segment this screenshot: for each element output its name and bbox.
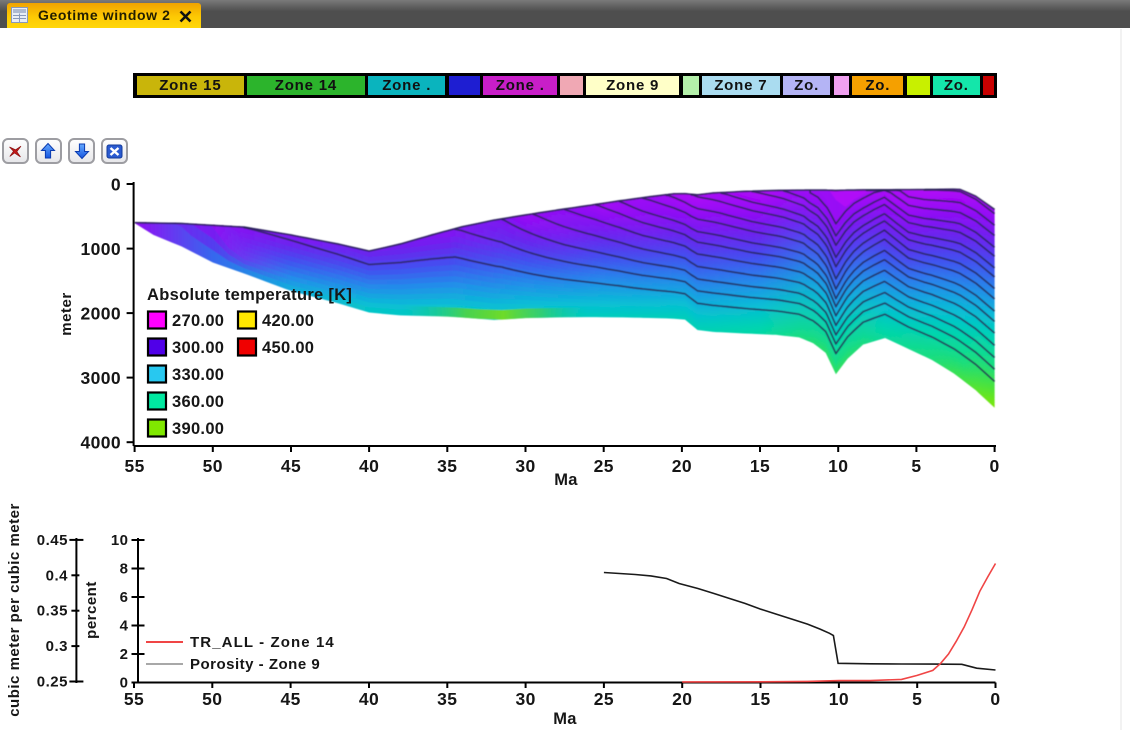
svg-text:meter: meter [58, 292, 75, 335]
svg-text:270.00: 270.00 [172, 312, 224, 330]
svg-text:25: 25 [594, 689, 614, 709]
svg-text:3000: 3000 [80, 368, 121, 388]
svg-text:450.00: 450.00 [262, 339, 314, 357]
svg-text:40: 40 [359, 689, 379, 709]
svg-text:0.45: 0.45 [37, 532, 68, 549]
svg-text:0: 0 [120, 675, 129, 692]
svg-text:2: 2 [120, 646, 129, 663]
svg-text:45: 45 [281, 456, 301, 476]
svg-text:6: 6 [120, 589, 129, 606]
svg-text:8: 8 [120, 561, 129, 578]
svg-text:10: 10 [111, 532, 129, 549]
svg-text:390.00: 390.00 [172, 420, 224, 438]
svg-text:40: 40 [359, 456, 379, 476]
svg-text:10: 10 [829, 689, 849, 709]
svg-text:TR_ALL - Zone 14: TR_ALL - Zone 14 [190, 634, 335, 651]
svg-text:55: 55 [124, 689, 144, 709]
svg-text:0.25: 0.25 [37, 674, 68, 691]
svg-text:Absolute temperature [K]: Absolute temperature [K] [147, 286, 352, 304]
svg-text:5: 5 [912, 689, 922, 709]
svg-text:Ma: Ma [554, 471, 578, 489]
svg-text:cubic meter per cubic meter: cubic meter per cubic meter [6, 503, 23, 717]
svg-text:50: 50 [203, 456, 223, 476]
svg-text:20: 20 [672, 456, 692, 476]
svg-text:Porosity - Zone 9: Porosity - Zone 9 [190, 656, 320, 673]
svg-text:percent: percent [83, 581, 100, 639]
svg-text:420.00: 420.00 [262, 312, 314, 330]
svg-text:15: 15 [750, 456, 770, 476]
svg-text:15: 15 [750, 689, 770, 709]
svg-text:Ma: Ma [553, 710, 577, 728]
svg-text:330.00: 330.00 [172, 366, 224, 384]
svg-text:45: 45 [280, 689, 300, 709]
svg-text:0.3: 0.3 [46, 638, 68, 655]
svg-text:35: 35 [437, 456, 457, 476]
svg-text:55: 55 [124, 456, 144, 476]
svg-text:30: 30 [515, 689, 535, 709]
svg-text:4000: 4000 [80, 433, 121, 453]
svg-text:0.35: 0.35 [37, 603, 68, 620]
svg-text:2000: 2000 [80, 304, 121, 324]
svg-text:0: 0 [990, 689, 1000, 709]
svg-text:35: 35 [437, 689, 457, 709]
svg-text:30: 30 [515, 456, 535, 476]
svg-text:50: 50 [202, 689, 222, 709]
svg-text:0.4: 0.4 [46, 567, 69, 584]
svg-text:20: 20 [672, 689, 692, 709]
svg-text:1000: 1000 [80, 239, 121, 259]
svg-text:4: 4 [120, 618, 129, 635]
svg-text:5: 5 [911, 456, 921, 476]
svg-text:300.00: 300.00 [172, 339, 224, 357]
svg-text:10: 10 [828, 456, 848, 476]
svg-text:0: 0 [111, 175, 121, 195]
svg-text:0: 0 [990, 456, 1000, 476]
svg-text:360.00: 360.00 [172, 393, 224, 411]
svg-text:25: 25 [594, 456, 614, 476]
